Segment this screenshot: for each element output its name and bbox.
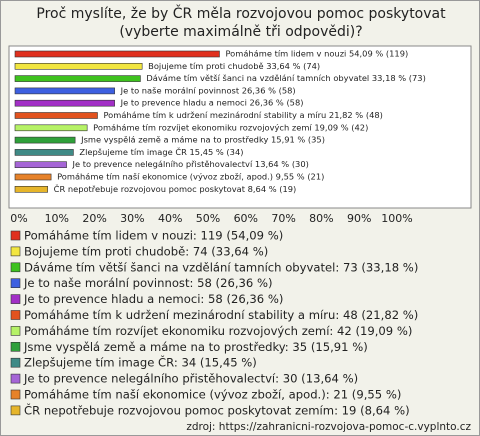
legend-swatch (10, 278, 21, 289)
bar-label: Dáváme tím větší šanci na vzdělání tamní… (146, 73, 425, 83)
bar-label: Pomáháme tím lidem v nouzi 54,09 % (119) (225, 49, 408, 59)
legend-label: Je to naše morální povinnost: 58 (26,36 … (23, 276, 273, 290)
bar (14, 173, 52, 181)
x-tick-label: 100% (381, 212, 412, 225)
bar (14, 161, 67, 168)
bar (14, 149, 74, 156)
legend-label: Pomáháme tím naší ekonomice (vývoz zboží… (24, 388, 401, 402)
bar-label: Pomáháme tím naší ekonomice (vývoz zboží… (57, 172, 324, 182)
legend-label: Bojujeme tím proti chudobě: 74 (33,64 %) (24, 244, 268, 258)
legend-label: Jsme vyspělá země a máme na to prostředk… (23, 340, 368, 354)
bar-label: Jsme vyspělá země a máme na to prostředk… (80, 135, 325, 145)
legend-label: Je to prevence nelegálního přistěhovalec… (23, 372, 358, 386)
legend-label: Zlepšujeme tím image ČR: 34 (15,45 %) (24, 355, 257, 370)
x-tick-label: 0% (10, 212, 27, 225)
x-tick-label: 10% (45, 212, 69, 225)
x-tick-label: 90% (347, 212, 371, 225)
legend-swatch (10, 389, 21, 400)
x-tick-label: 50% (196, 212, 220, 225)
chart-title: Proč myslíte, že by ČR měla rozvojovou p… (36, 6, 446, 40)
bar (14, 99, 115, 107)
legend-swatch (10, 294, 21, 304)
bar-label: Je to naše morální povinnost 26,36 % (58… (120, 85, 296, 95)
legend-swatch (10, 326, 21, 336)
bar (14, 50, 220, 58)
bar-label: ČR nepotřebuje rozvojovou pomoc poskytov… (54, 183, 297, 194)
source: zdroj: https://zahranicni-rozvojova-pomo… (186, 421, 471, 433)
legend-label: Dáváme tím větší šanci na vzdělání tamní… (24, 260, 418, 274)
bar (14, 112, 98, 119)
legend-label: Je to prevence hladu a nemoci: 58 (26,36… (23, 292, 283, 306)
legend-swatch (10, 310, 21, 320)
bar (14, 186, 48, 193)
bar (14, 124, 88, 132)
bar-label: Pomáháme tím rozvíjet ekonomiku rozvojov… (93, 122, 368, 132)
bar (14, 75, 141, 82)
x-tick-label: 30% (120, 212, 144, 225)
x-tick-label: 20% (82, 212, 106, 225)
legend-swatch (10, 230, 21, 241)
bar (14, 136, 76, 144)
bar-label: Je to prevence hladu a nemoci 26,36 % (5… (120, 98, 304, 108)
bar (14, 62, 143, 70)
bar-label: Je to prevence nelegálního přistěhovalec… (72, 159, 309, 169)
legend-label: ČR nepotřebuje rozvojovou pomoc poskytov… (24, 402, 410, 417)
bar-label: Zlepšujeme tím image ČR 15,45 % (34) (79, 146, 243, 157)
legend-swatch (10, 246, 21, 257)
legend-swatch (10, 341, 21, 352)
legend-swatch (10, 373, 21, 384)
x-tick-label: 70% (271, 212, 295, 225)
x-tick-label: 80% (309, 212, 333, 225)
x-tick-label: 60% (234, 212, 258, 225)
bar (14, 87, 115, 95)
x-tick-label: 40% (158, 212, 182, 225)
bar-label: Pomáháme tím k udržení mezinárodní stabi… (103, 110, 382, 120)
bar-label: Bojujeme tím proti chudobě 33,64 % (74) (148, 61, 320, 71)
legend-swatch (10, 405, 21, 416)
legend-label: Pomáháme tím k udržení mezinárodní stabi… (24, 308, 418, 322)
legend-label: Pomáháme tím rozvíjet ekonomiku rozvojov… (24, 324, 412, 338)
legend-swatch (10, 357, 21, 368)
legend-swatch (10, 262, 21, 273)
legend-label: Pomáháme tím lidem v nouzi: 119 (54,09 %… (24, 229, 283, 243)
